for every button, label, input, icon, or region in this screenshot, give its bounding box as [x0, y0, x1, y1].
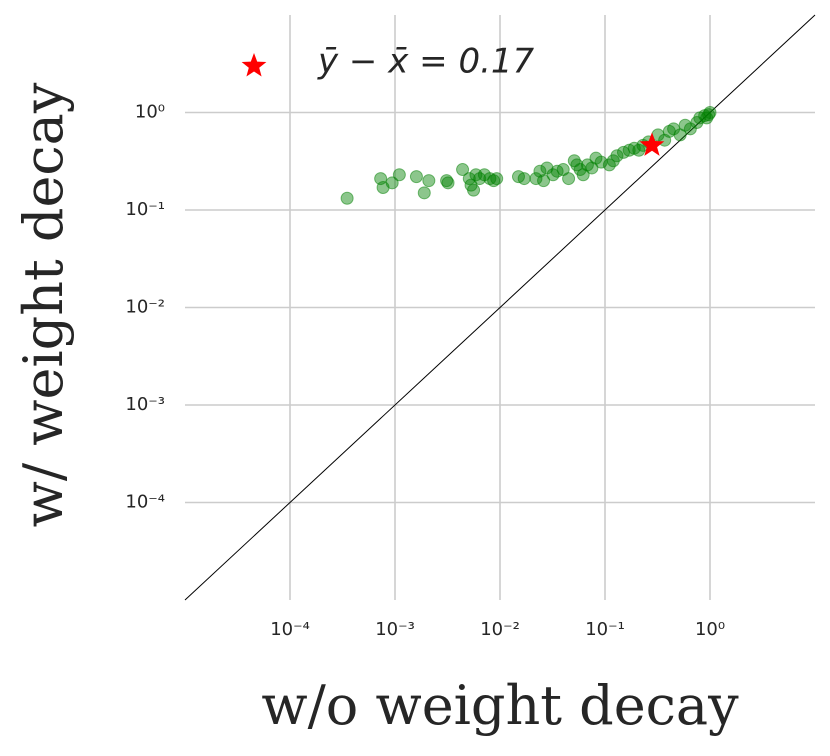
- star-point: [639, 132, 665, 156]
- scatter-point: [529, 172, 543, 186]
- x-tick-label: 10⁻³: [375, 619, 415, 640]
- y-tick-label: 10⁻²: [125, 297, 165, 318]
- x-tick-label: 10⁰: [695, 619, 725, 640]
- scatter-point: [467, 183, 481, 197]
- scatter-point: [441, 176, 455, 190]
- scatter-point: [409, 170, 423, 184]
- scatter-point: [517, 172, 531, 186]
- legend-marker: [241, 53, 267, 77]
- scatter-point: [562, 172, 576, 186]
- scatter-point: [702, 108, 716, 122]
- scatter-point: [537, 174, 551, 188]
- scatter-point: [340, 191, 354, 205]
- scatter-point: [417, 186, 431, 200]
- scatter-point: [703, 106, 717, 119]
- x-tick-label: 10⁻¹: [585, 619, 625, 640]
- scatter-point: [610, 149, 624, 163]
- scatter-point: [483, 172, 497, 186]
- y-tick-label: 10⁻³: [125, 394, 165, 415]
- scatter-point: [456, 163, 470, 177]
- scatter-point: [392, 168, 406, 182]
- x-tick-label: 10⁻⁴: [270, 619, 310, 640]
- scatter-point: [385, 176, 399, 190]
- y-axis-label: w/ weight decay: [12, 82, 75, 527]
- y-tick-label: 10⁰: [135, 102, 165, 123]
- y-tick-label: 10⁻⁴: [125, 492, 165, 513]
- scatter-point: [490, 172, 504, 186]
- scatter-point: [546, 168, 560, 182]
- x-axis-label: w/o weight decay: [261, 674, 739, 737]
- x-tick-label: 10⁻²: [480, 619, 520, 640]
- scatter-point: [422, 174, 436, 188]
- y-tick-label: 10⁻¹: [125, 199, 165, 220]
- scatter-point: [440, 174, 454, 188]
- legend-label: ȳ − x̄ = 0.17: [317, 42, 535, 82]
